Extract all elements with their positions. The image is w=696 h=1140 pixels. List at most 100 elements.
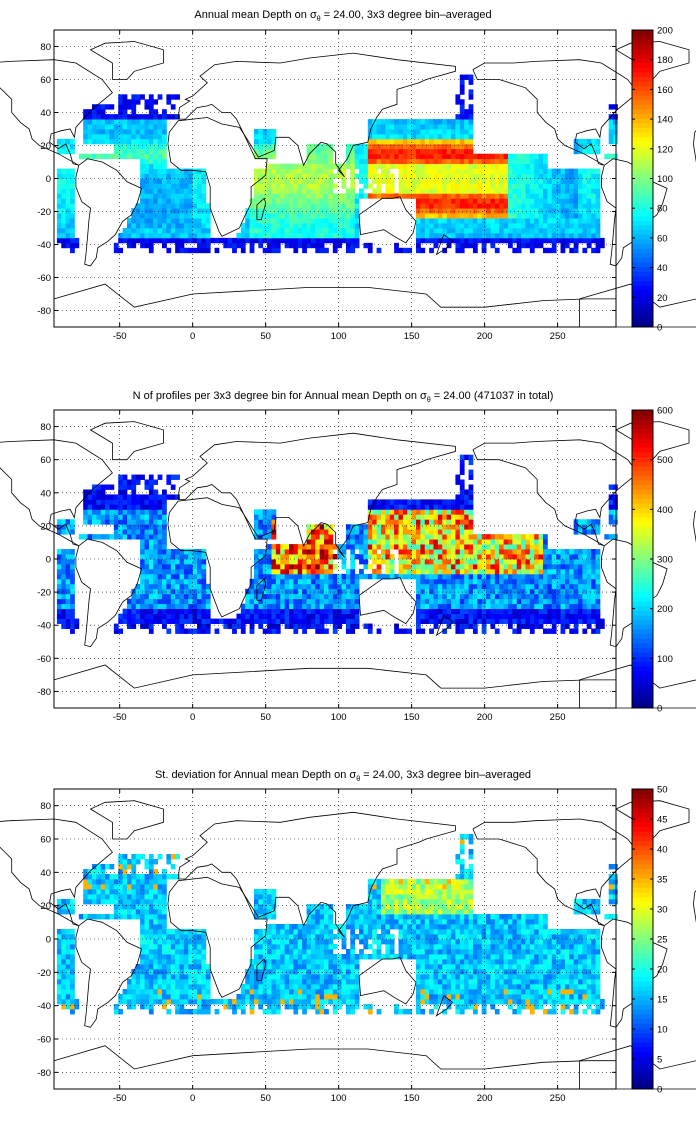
heatmap-cell (332, 232, 338, 239)
heatmap-cell (306, 143, 312, 150)
heatmap-cell (582, 168, 588, 174)
heatmap-cell (608, 534, 614, 540)
heatmap-cell (407, 129, 413, 135)
heatmap-cell (87, 124, 93, 130)
heatmap-cell (61, 143, 67, 150)
heatmap-cell (65, 573, 71, 580)
heatmap-cell (424, 499, 430, 505)
heatmap-cell (459, 173, 465, 179)
heatmap-cell (525, 203, 531, 209)
y-tick-label: -80 (37, 687, 51, 698)
heatmap-cell (416, 138, 421, 145)
heatmap-cell (459, 178, 465, 184)
heatmap-cell (126, 524, 132, 530)
heatmap-cell (83, 879, 88, 885)
heatmap-cell (380, 143, 386, 150)
heatmap-cell (385, 183, 391, 189)
heatmap-cell (437, 237, 443, 244)
heatmap-cell (345, 613, 351, 619)
heatmap-cell (424, 237, 430, 244)
heatmap-cell (284, 603, 290, 610)
heatmap-cell (595, 168, 601, 174)
heatmap-cell (490, 613, 496, 619)
heatmap-cell (494, 173, 500, 179)
heatmap-cell (455, 628, 461, 634)
heatmap-cell (551, 223, 557, 229)
colorbar-step (632, 680, 653, 686)
heatmap-cell (512, 603, 518, 610)
heatmap-cell (148, 232, 154, 239)
heatmap-cell (385, 119, 391, 125)
heatmap-cell (183, 578, 189, 585)
heatmap-cell (507, 173, 513, 179)
heatmap-cell (451, 163, 456, 169)
heatmap-cell (595, 628, 601, 634)
heatmap-cell (87, 153, 93, 160)
heatmap-cell (275, 618, 281, 624)
heatmap-cell (420, 247, 426, 254)
heatmap-cell (472, 208, 478, 214)
heatmap-cell (324, 223, 329, 229)
heatmap-cell (258, 188, 264, 194)
heatmap-cell (118, 904, 124, 910)
heatmap-cell (284, 563, 290, 570)
heatmap-cell (140, 904, 145, 910)
heatmap-cell (372, 568, 377, 575)
heatmap-cell (310, 534, 316, 540)
heatmap-cell (543, 563, 548, 570)
heatmap-cell (262, 573, 268, 580)
heatmap-cell (586, 613, 592, 619)
heatmap-cell (148, 484, 154, 490)
heatmap-cell (376, 559, 382, 565)
heatmap-cell (70, 193, 75, 199)
heatmap-cell (144, 984, 150, 990)
heatmap-cell (183, 628, 189, 634)
heatmap-cell (507, 608, 513, 615)
heatmap-cell (306, 554, 312, 560)
heatmap-cell (341, 618, 347, 624)
heatmap-cell (162, 124, 167, 130)
heatmap-cell (140, 198, 145, 204)
heatmap-cell (503, 583, 509, 590)
heatmap-cell (232, 623, 237, 629)
heatmap-cell (486, 613, 491, 619)
heatmap-cell (253, 519, 259, 525)
heatmap-cell (398, 514, 404, 520)
heatmap-cell (332, 183, 338, 189)
heatmap-cell (271, 198, 277, 204)
heatmap-cell (582, 568, 588, 575)
chart-panel-count: N of profiles per 3x3 degree bin for Ann… (0, 390, 696, 723)
heatmap-cell (122, 94, 128, 100)
heatmap-cell (472, 544, 478, 550)
heatmap-cell (573, 173, 579, 179)
heatmap-cell (507, 193, 513, 199)
heatmap-cell (525, 598, 531, 605)
colorbar-step (632, 43, 653, 50)
heatmap-cell (175, 198, 180, 204)
heatmap-cell (389, 554, 395, 560)
heatmap-cell (407, 504, 413, 510)
heatmap-cell (569, 573, 575, 580)
heatmap-cell (306, 213, 312, 219)
heatmap-cell (275, 247, 281, 254)
heatmap-cell (433, 213, 439, 219)
heatmap-cell (341, 218, 347, 224)
heatmap-cell (446, 203, 452, 209)
heatmap-cell (166, 628, 172, 634)
heatmap-cell (455, 213, 461, 219)
heatmap-cell (354, 554, 360, 560)
heatmap-cell (420, 203, 426, 209)
heatmap-cell (157, 203, 163, 209)
heatmap-cell (534, 232, 540, 239)
heatmap-cell (83, 899, 88, 905)
heatmap-cell (538, 153, 544, 160)
heatmap-cell (328, 158, 334, 165)
heatmap-cell (280, 554, 286, 560)
heatmap-cell (446, 208, 452, 214)
heatmap-cell (157, 188, 163, 194)
heatmap-cell (345, 198, 351, 204)
heatmap-cell (345, 544, 351, 550)
heatmap-cell (140, 623, 145, 629)
heatmap-cell (297, 223, 303, 229)
heatmap-cell (310, 168, 316, 174)
